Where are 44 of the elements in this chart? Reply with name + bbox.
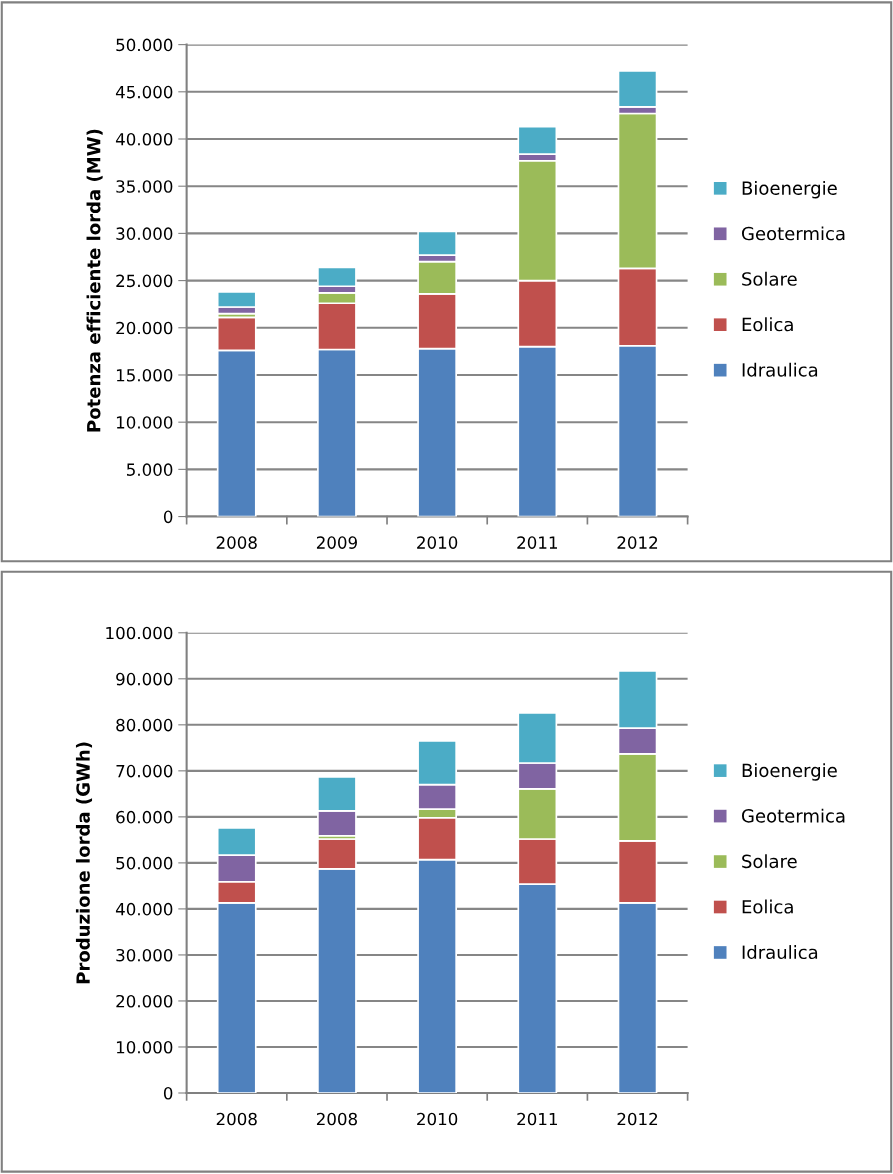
x-tick-label: 2012 [617, 1112, 658, 1126]
y-tick-label: 60.000 [116, 810, 173, 824]
y-tick-label: 90.000 [116, 672, 173, 686]
y-tick-label: 100.000 [106, 626, 173, 640]
y-axis-title: Produzione lorda (GWh) [75, 742, 93, 984]
y-tick-label: 15.000 [116, 368, 173, 382]
y-tick-label: 10.000 [116, 416, 173, 429]
x-tick-label: 2008 [216, 536, 257, 549]
legend-label: Solare [742, 854, 797, 869]
y-tick-label: 5.000 [127, 463, 173, 476]
x-tick-label: 2010 [417, 536, 458, 549]
y-tick-label: 50.000 [116, 38, 173, 52]
x-tick-label: 2011 [517, 1112, 557, 1126]
y-axis-title: Potenza efficiente lorda (MW) [86, 129, 103, 432]
legend-label: Geotermica [741, 808, 845, 823]
y-tick-label: 70.000 [116, 764, 173, 778]
y-tick-label: 25.000 [116, 274, 173, 288]
legend-label: Eolica [742, 899, 793, 914]
y-tick-label: 20.000 [116, 321, 173, 335]
y-tick-label: 10.000 [116, 1040, 173, 1054]
x-tick-label: 2012 [617, 536, 658, 549]
y-tick-label: 40.000 [115, 132, 173, 146]
legend-label: Idraulica [742, 362, 818, 377]
y-tick-label: 35.000 [116, 180, 173, 193]
y-tick-label: 45.000 [115, 85, 173, 99]
x-tick-label: 2009 [316, 536, 357, 549]
y-tick-label: 0 [163, 510, 173, 524]
x-tick-label: 2008 [216, 1112, 257, 1126]
y-tick-label: 50.000 [116, 856, 173, 870]
legend-label: Idraulica [742, 945, 818, 960]
y-tick-label: 30.000 [116, 227, 173, 240]
y-tick-label: 80.000 [116, 718, 173, 732]
y-tick-label: 0 [163, 1086, 173, 1100]
x-tick-label: 2011 [517, 536, 557, 549]
y-tick-label: 40.000 [115, 902, 173, 916]
x-tick-label: 2010 [417, 1112, 458, 1126]
y-tick-label: 30.000 [116, 948, 173, 962]
legend-label: Eolica [742, 317, 793, 332]
legend-label: Bioenergie [742, 763, 837, 781]
legend-label: Geotermica [741, 226, 845, 241]
y-tick-label: 20.000 [116, 994, 173, 1008]
x-tick-label: 2008 [316, 1112, 357, 1126]
legend-label: Solare [742, 271, 797, 286]
legend-label: Bioenergie [742, 180, 837, 199]
